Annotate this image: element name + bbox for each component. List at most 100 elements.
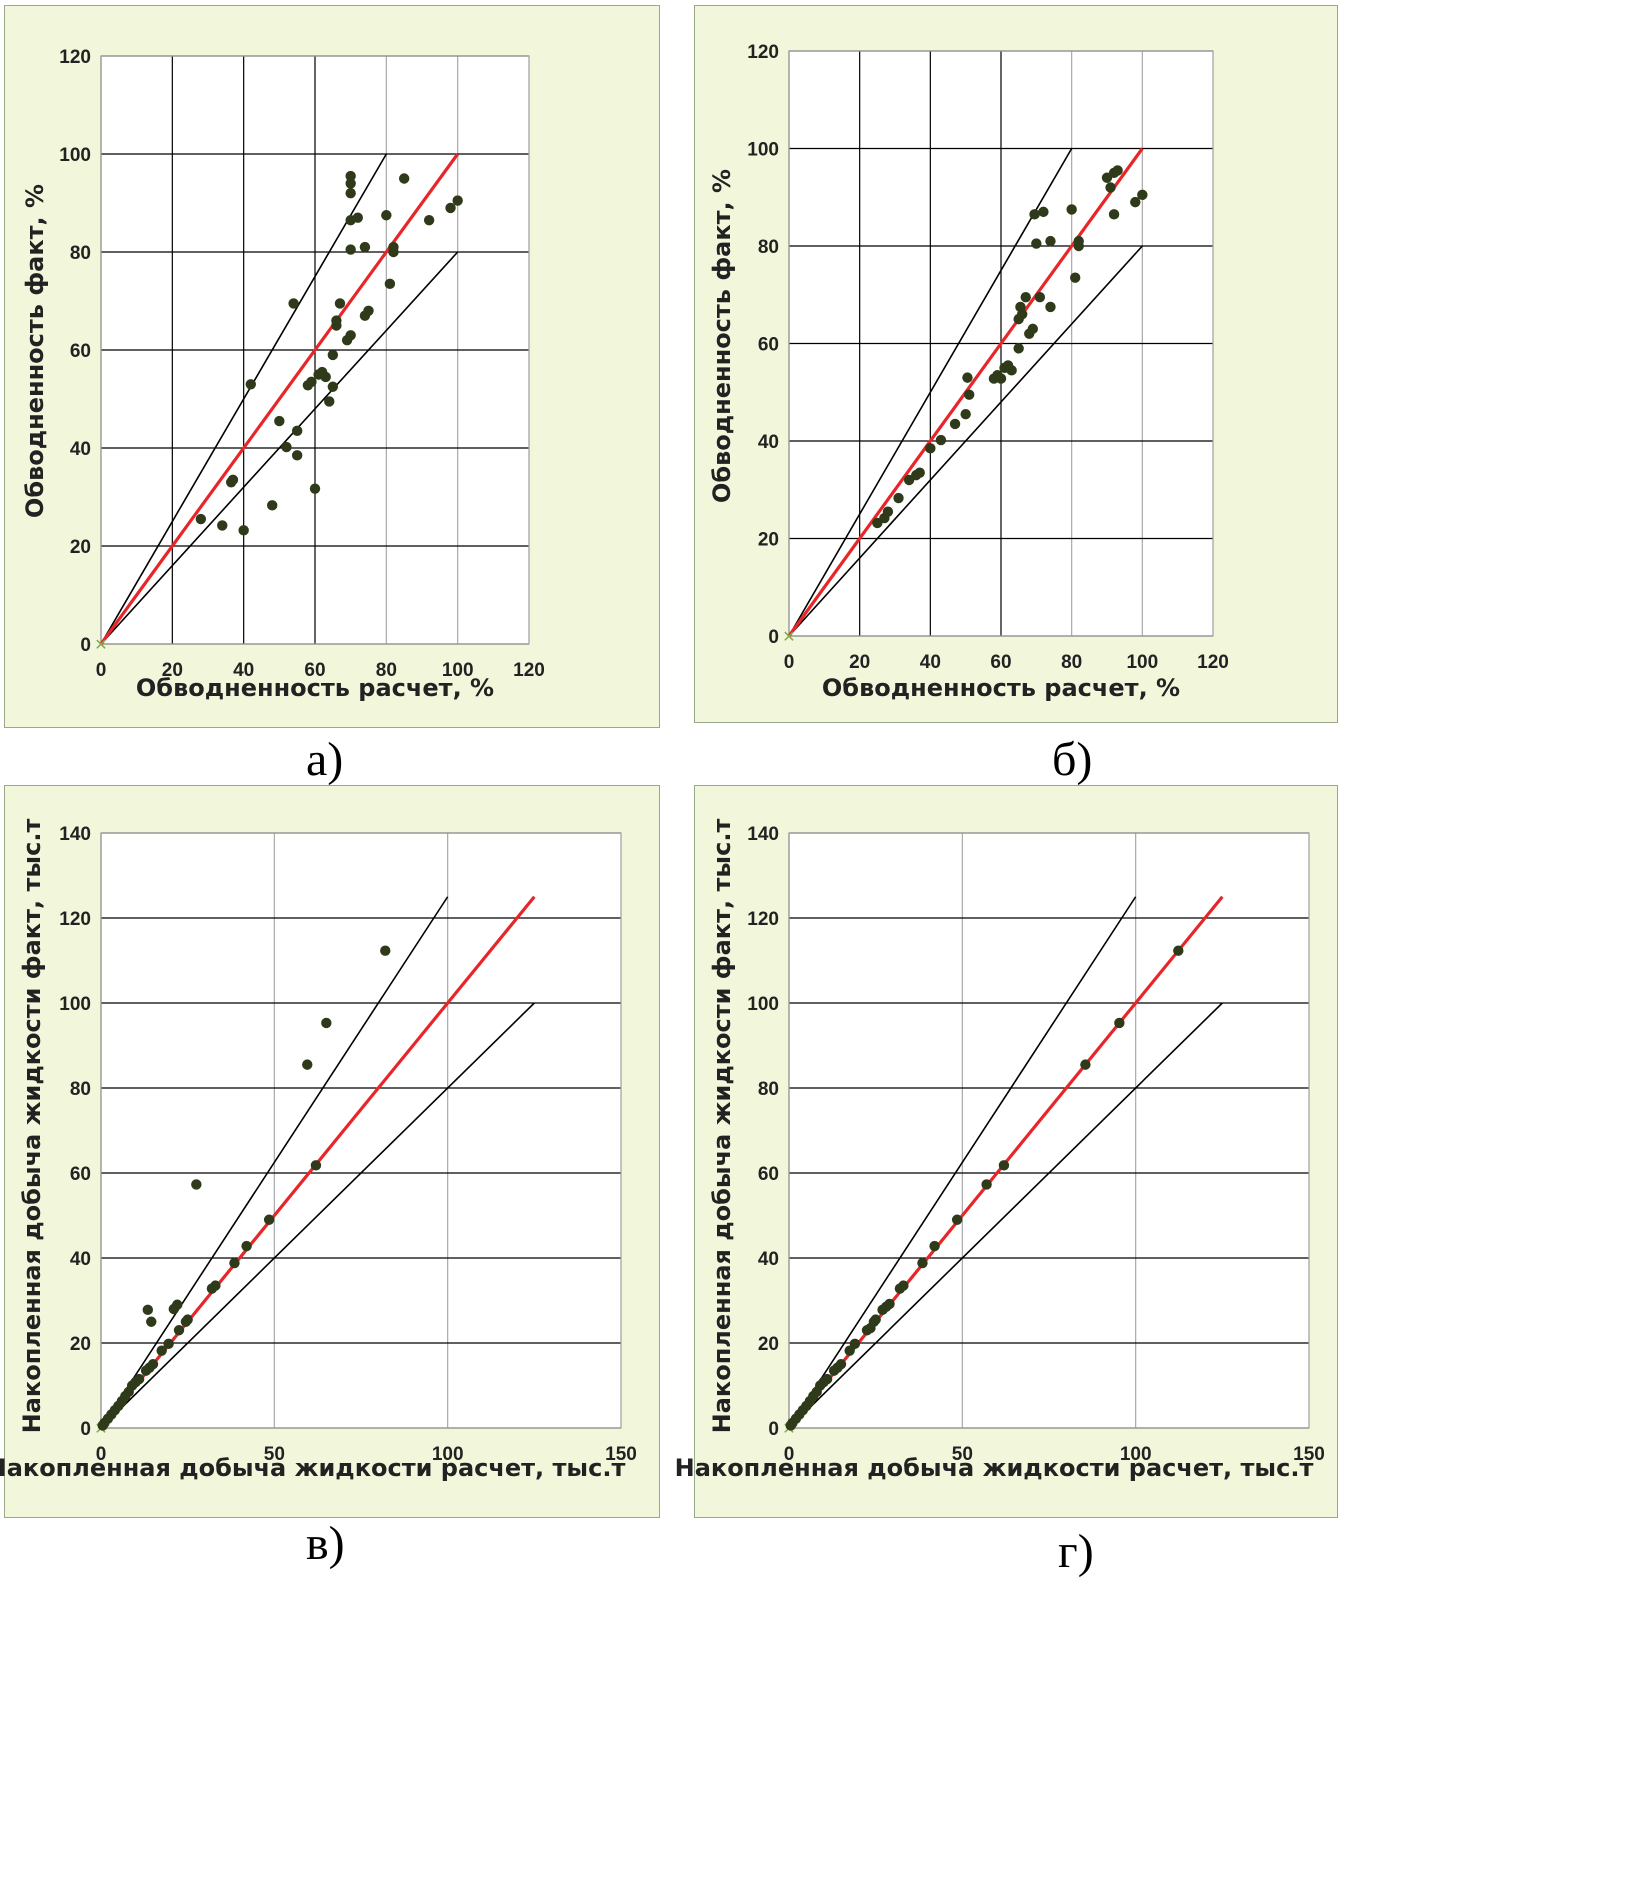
data-point-a-30: [345, 170, 356, 182]
data-point-a-23: [334, 298, 346, 309]
y-tick-label-a-5: 100: [59, 145, 91, 166]
x-tick-label-a-4: 80: [376, 660, 397, 681]
data-point-c-32: [321, 1017, 332, 1029]
data-point-a-28: [345, 188, 356, 199]
data-point-a-26: [345, 244, 356, 255]
y-tick-label-d-6: 120: [747, 909, 779, 930]
data-point-b-6: [914, 467, 925, 478]
data-point-b-12: [964, 389, 975, 400]
data-point-d-33: [1173, 945, 1184, 956]
x-tick-label-b-6: 120: [1197, 652, 1229, 673]
data-point-b-22: [1017, 309, 1028, 320]
origin-marker-a: ✕: [94, 635, 107, 654]
data-point-c-21: [173, 1325, 185, 1336]
x-tick-label-a-5: 100: [442, 660, 474, 681]
x-tick-label-d-0: 0: [784, 1444, 795, 1465]
y-tick-label-c-7: 140: [59, 824, 91, 845]
data-point-b-11: [962, 372, 973, 383]
data-point-c-20: [172, 1299, 183, 1310]
x-tick-label-a-0: 0: [96, 660, 107, 681]
data-point-b-28: [1034, 291, 1046, 303]
x-tick-label-b-0: 0: [784, 652, 795, 673]
x-tick-label-c-3: 150: [605, 1444, 637, 1465]
data-point-a-1: [217, 520, 228, 531]
caption-b: б): [1052, 733, 1093, 786]
y-tick-label-d-4: 80: [758, 1079, 779, 1100]
plot-area-d: [789, 833, 1309, 1428]
data-point-d-31: [1080, 1059, 1091, 1070]
data-point-a-20: [327, 349, 339, 361]
x-tick-label-a-1: 20: [162, 660, 183, 681]
data-point-d-20: [870, 1314, 881, 1325]
data-point-a-9: [288, 298, 299, 309]
data-point-b-27: [1031, 238, 1042, 249]
data-point-b-37: [1105, 182, 1116, 193]
y-tick-label-d-1: 20: [758, 1334, 779, 1355]
data-point-a-18: [324, 396, 335, 407]
x-tick-label-c-0: 0: [96, 1444, 107, 1465]
data-point-c-30: [302, 1059, 313, 1070]
data-point-a-19: [327, 381, 339, 392]
data-point-a-32: [359, 241, 371, 253]
data-point-a-14: [309, 483, 321, 494]
x-axis-title-d: Накопленная добыча жидкости расчет, тыс.…: [675, 1454, 1314, 1482]
y-tick-label-a-1: 20: [70, 537, 91, 558]
data-point-a-35: [381, 210, 392, 221]
data-point-a-40: [423, 214, 435, 226]
x-tick-label-c-1: 50: [264, 1444, 285, 1465]
x-tick-label-c-2: 100: [432, 1444, 464, 1465]
x-tick-label-d-1: 50: [952, 1444, 973, 1465]
data-point-b-19: [1013, 343, 1024, 354]
data-point-a-11: [291, 450, 303, 461]
caption-c: в): [306, 1517, 345, 1570]
ideal-line-a: [99, 153, 459, 645]
y-tick-label-a-4: 80: [70, 243, 91, 264]
plot-border-c: [100, 832, 622, 1429]
y-axis-title-b: Обводненность факт, %: [708, 169, 736, 503]
y-tick-label-a-6: 120: [59, 47, 91, 68]
y-tick-label-c-2: 40: [70, 1249, 91, 1270]
data-point-d-30: [998, 1160, 1010, 1171]
plot-area-c: [101, 833, 621, 1428]
x-axis-title-b: Обводненность расчет, %: [822, 674, 1180, 702]
data-point-a-13: [306, 376, 317, 388]
bound-line-lower-b: [788, 245, 1143, 637]
x-tick-label-d-2: 100: [1120, 1444, 1152, 1465]
x-tick-label-d-3: 150: [1293, 1444, 1325, 1465]
data-point-d-32: [1114, 1017, 1125, 1029]
data-point-a-10: [291, 425, 303, 437]
data-point-a-34: [363, 305, 374, 316]
y-tick-label-c-1: 20: [70, 1334, 91, 1355]
data-point-a-36: [384, 278, 396, 290]
data-point-a-31: [352, 212, 363, 223]
data-point-b-26: [1029, 209, 1040, 220]
x-axis-title-a: Обводненность расчет, %: [136, 674, 494, 702]
y-tick-label-b-6: 120: [747, 42, 779, 63]
data-point-c-11: [133, 1373, 145, 1385]
data-point-a-8: [281, 441, 292, 453]
bound-line-lower-c: [100, 1002, 535, 1429]
y-tick-label-d-5: 100: [747, 994, 779, 1015]
data-point-d-14: [835, 1359, 847, 1370]
data-point-c-33: [380, 945, 391, 956]
data-point-c-17: [156, 1345, 167, 1356]
chart-panel-d: 050100150020406080100120140✕Накопленная …: [675, 785, 1338, 1518]
bound-line-upper-c: [100, 896, 449, 1429]
chart-svg-d: 050100150020406080100120140✕Накопленная …: [675, 819, 1325, 1482]
data-point-c-15: [142, 1304, 153, 1316]
x-tick-label-b-1: 20: [849, 652, 870, 673]
bound-line-upper-d: [788, 896, 1137, 1429]
data-point-c-18: [163, 1338, 174, 1350]
data-point-b-30: [1045, 235, 1056, 247]
x-tick-label-b-4: 80: [1061, 652, 1082, 673]
data-point-b-33: [1070, 272, 1081, 283]
y-tick-label-d-0: 0: [768, 1419, 779, 1440]
y-tick-label-d-3: 60: [758, 1164, 779, 1185]
data-point-b-42: [1137, 189, 1148, 201]
data-point-a-5: [245, 379, 256, 390]
data-point-a-38: [388, 241, 399, 253]
y-tick-label-c-4: 80: [70, 1079, 91, 1100]
data-point-b-8: [935, 434, 947, 446]
x-tick-label-b-3: 60: [990, 652, 1011, 673]
x-tick-label-b-5: 100: [1126, 652, 1158, 673]
